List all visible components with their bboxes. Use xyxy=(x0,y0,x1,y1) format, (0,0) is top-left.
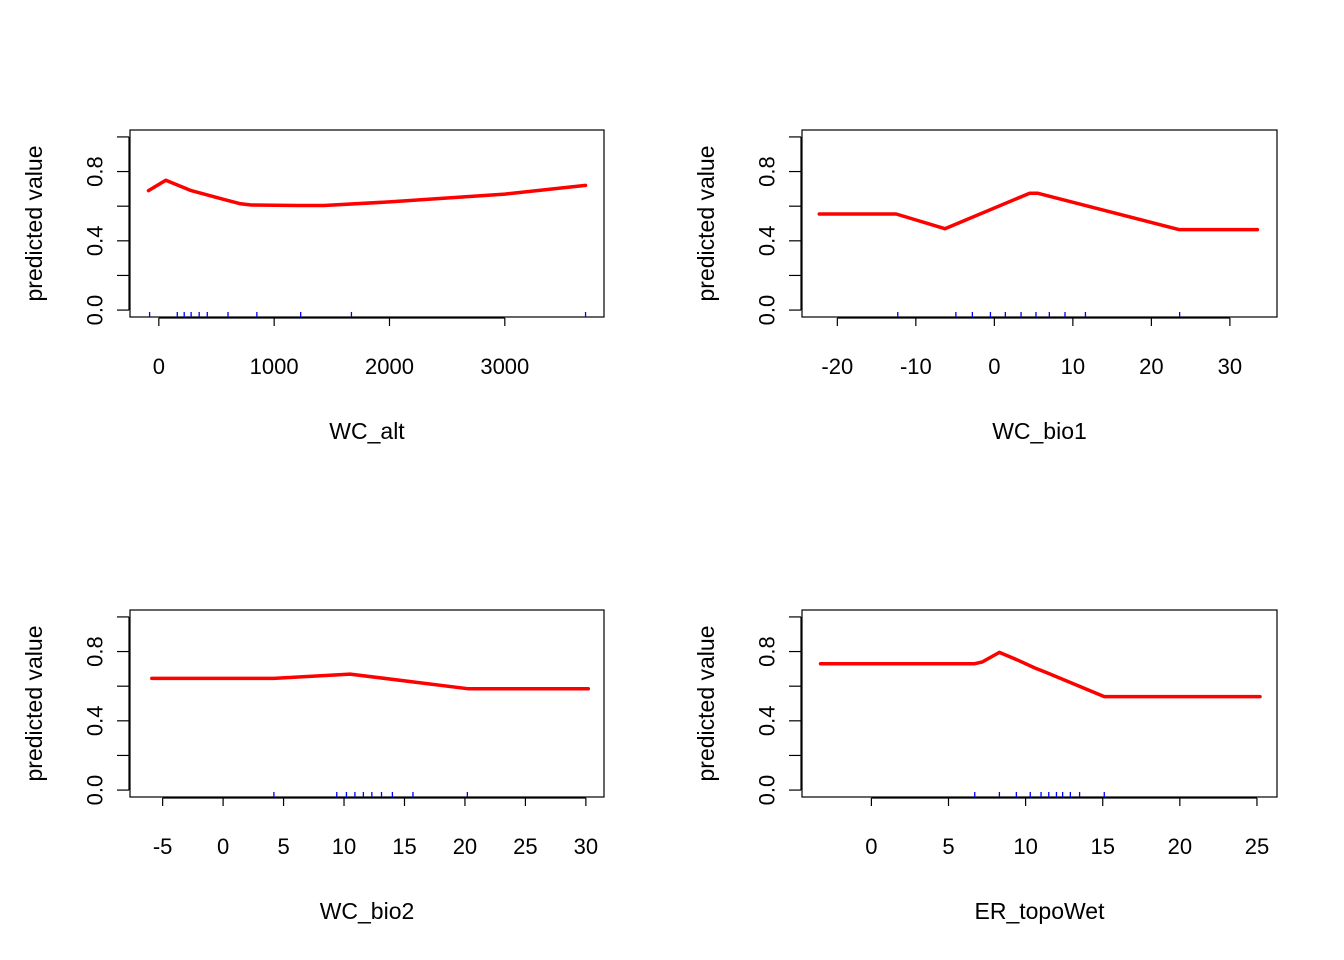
y-tick-label: 0.8 xyxy=(755,156,780,187)
x-tick-label: -10 xyxy=(900,354,932,379)
x-tick-label: 15 xyxy=(392,834,416,859)
y-axis-label: predicted value xyxy=(693,626,719,782)
x-tick-label: 0 xyxy=(865,834,877,859)
plot-frame xyxy=(129,129,605,318)
x-tick-label: 0 xyxy=(153,354,165,379)
x-axis-label: WC_alt xyxy=(329,418,405,444)
x-tick-label: 2000 xyxy=(365,354,414,379)
chart-panel-2: -20 -10 0 10 20 30 0.0 0.4 0.8 WC_bio1 predicted v… xyxy=(693,129,1278,444)
y-axis-label: predicted value xyxy=(21,626,47,782)
x-tick-label: 25 xyxy=(513,834,537,859)
response-curve xyxy=(150,672,591,691)
chart-panel-3: -5 0 5 10 15 20 25 30 0.0 0.4 0.8 WC_bio2 predicted … xyxy=(21,609,605,924)
x-tick-label: 0 xyxy=(988,354,1000,379)
x-tick-label: 0 xyxy=(217,834,229,859)
plot-frame xyxy=(129,609,605,798)
plot-frame xyxy=(801,609,1278,798)
x-tick-label: 3000 xyxy=(480,354,529,379)
response-curve xyxy=(146,178,588,208)
y-tick-label: 0.0 xyxy=(755,775,780,806)
response-curve xyxy=(817,191,1260,232)
x-tick-label: 20 xyxy=(1168,834,1192,859)
chart-panel-1: 0 1000 2000 3000 0.0 0.4 0.8 WC_alt predicted va… xyxy=(21,129,605,444)
x-tick-label: 1000 xyxy=(250,354,299,379)
chart-panel-4: 0 5 10 15 20 25 0.0 0.4 0.8 ER_topoWet predicted v… xyxy=(693,609,1278,924)
x-tick-label: 5 xyxy=(277,834,289,859)
x-axis-label: WC_bio2 xyxy=(320,898,415,924)
y-tick-label: 0.4 xyxy=(83,706,108,737)
x-tick-label: 10 xyxy=(1061,354,1085,379)
x-tick-label: -20 xyxy=(821,354,853,379)
x-tick-label: 15 xyxy=(1090,834,1114,859)
y-tick-label: 0.4 xyxy=(83,226,108,257)
x-tick-label: 30 xyxy=(574,834,598,859)
x-tick-label: 30 xyxy=(1218,354,1242,379)
x-axis-label: WC_bio1 xyxy=(992,418,1087,444)
y-tick-label: 0.8 xyxy=(755,636,780,667)
x-tick-label: 25 xyxy=(1245,834,1269,859)
x-tick-label: -5 xyxy=(153,834,173,859)
x-tick-label: 10 xyxy=(332,834,356,859)
y-tick-label: 0.4 xyxy=(755,706,780,737)
y-tick-label: 0.8 xyxy=(83,636,108,667)
x-tick-label: 20 xyxy=(1139,354,1163,379)
y-tick-label: 0.8 xyxy=(83,156,108,187)
response-curve xyxy=(818,650,1262,699)
y-axis-label: predicted value xyxy=(693,146,719,302)
y-axis-label: predicted value xyxy=(21,146,47,302)
y-tick-label: 0.0 xyxy=(755,295,780,326)
x-axis-label: ER_topoWet xyxy=(975,898,1106,924)
x-tick-label: 20 xyxy=(453,834,477,859)
y-tick-label: 0.4 xyxy=(755,226,780,257)
x-tick-label: 10 xyxy=(1013,834,1037,859)
plot-frame xyxy=(801,129,1278,318)
x-tick-label: 5 xyxy=(942,834,954,859)
y-tick-label: 0.0 xyxy=(83,295,108,326)
y-tick-label: 0.0 xyxy=(83,775,108,806)
